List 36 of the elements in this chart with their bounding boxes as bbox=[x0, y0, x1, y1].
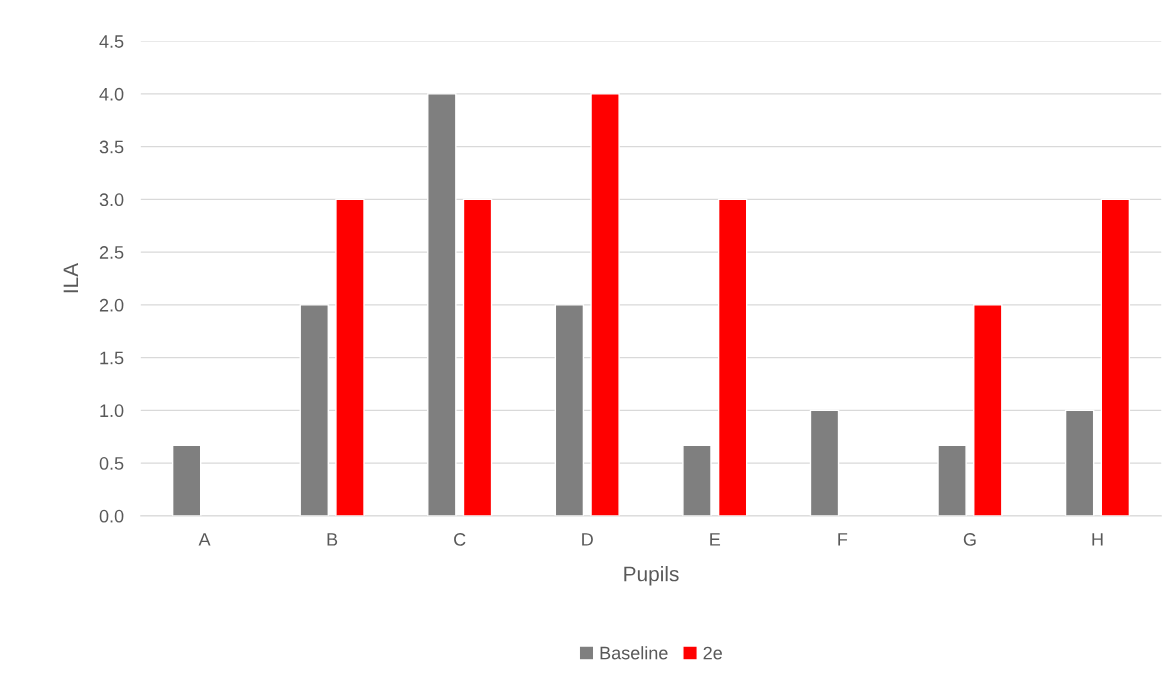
bar bbox=[590, 93, 620, 516]
x-tick-label: E bbox=[710, 533, 721, 546]
y-tick-label: 3.0 bbox=[99, 193, 124, 207]
x-tick-label: G bbox=[963, 533, 976, 546]
x-tick-label: F bbox=[838, 533, 848, 546]
x-tick-label: H bbox=[1092, 533, 1103, 546]
legend-label: Baseline bbox=[600, 646, 668, 660]
y-axis-title: ILA bbox=[63, 262, 79, 293]
bar bbox=[427, 93, 457, 516]
bar bbox=[937, 444, 967, 516]
legend-label: 2e bbox=[703, 646, 722, 660]
y-tick-label: 4.5 bbox=[99, 35, 124, 48]
y-tick-label: 4.0 bbox=[99, 87, 124, 101]
bar bbox=[335, 198, 365, 516]
bar bbox=[809, 409, 840, 516]
bar bbox=[171, 444, 202, 516]
bar bbox=[1064, 409, 1095, 516]
y-tick-label: 3.5 bbox=[99, 140, 124, 154]
bar bbox=[462, 198, 493, 516]
bar bbox=[717, 198, 748, 516]
y-tick-label: 1.5 bbox=[100, 351, 124, 365]
bar bbox=[682, 444, 712, 516]
y-tick-label: 0.0 bbox=[99, 509, 124, 523]
bar bbox=[973, 304, 1003, 516]
x-tick-label: C bbox=[454, 533, 466, 546]
x-axis-title: Pupils bbox=[624, 566, 679, 586]
y-tick-label: 0.5 bbox=[99, 457, 124, 470]
y-tick-label: 1.0 bbox=[100, 404, 124, 418]
bar bbox=[299, 304, 329, 516]
bar bbox=[554, 304, 585, 516]
x-tick-label: B bbox=[327, 533, 338, 546]
x-tick-label: D bbox=[582, 533, 593, 546]
bar bbox=[1100, 198, 1131, 516]
x-tick-label: A bbox=[198, 533, 211, 546]
y-tick-label: 2.0 bbox=[99, 298, 124, 312]
y-tick-label: 2.5 bbox=[99, 246, 124, 259]
